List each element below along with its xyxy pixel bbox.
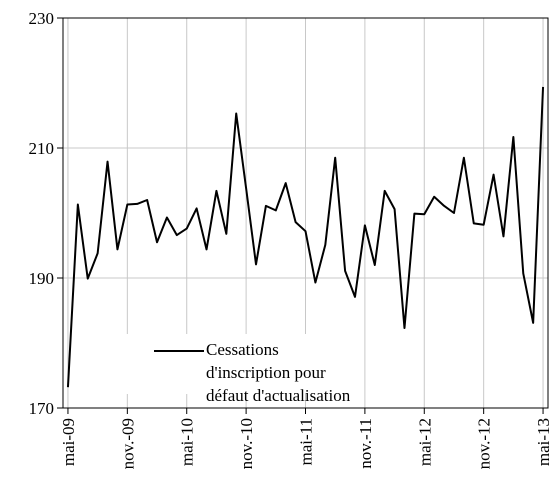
legend-label: Cessations d'inscription pour défaut d'a… [206, 340, 351, 405]
y-tick-label: 210 [29, 139, 55, 158]
x-tick-label: nov.-11 [356, 418, 375, 469]
x-tick-label: mai-13 [534, 418, 553, 466]
x-tick-label: nov.-09 [118, 418, 137, 469]
y-tick-label: 170 [29, 399, 55, 418]
legend: Cessations d'inscription pour défaut d'a… [120, 334, 352, 405]
x-tick-label: mai-11 [297, 418, 316, 466]
y-tick-label: 230 [29, 9, 55, 28]
x-tick-label: nov.-12 [475, 418, 494, 469]
legend-swatch [154, 350, 204, 352]
x-tick-label: mai-10 [178, 418, 197, 466]
plot-frame [62, 17, 549, 409]
x-tick-label: nov.-10 [237, 418, 256, 469]
y-tick-label: 190 [29, 269, 55, 288]
x-tick-label: mai-12 [415, 418, 434, 466]
x-tick-label: mai-09 [59, 418, 78, 466]
series-line [66, 86, 545, 388]
